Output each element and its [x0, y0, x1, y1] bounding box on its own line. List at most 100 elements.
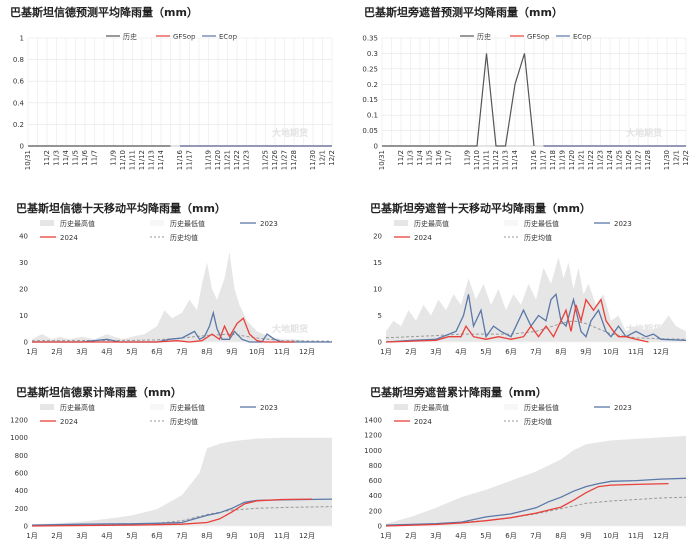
legend-swatch-hist-max: [40, 220, 54, 226]
legend-label-y2023: 2023: [614, 220, 632, 228]
x-tick-label: 11/12: [492, 150, 500, 170]
legend-label-hist: 历史: [123, 32, 137, 41]
x-tick-label: 10月: [249, 348, 265, 356]
x-tick-label: 11/14: [157, 149, 165, 170]
y-tick-label: 0: [378, 339, 382, 347]
legend-swatch-hist-min: [504, 220, 518, 226]
legend-swatch-hist-max: [40, 404, 54, 410]
legend-label-hist: 历史: [477, 32, 491, 41]
x-tick-label: 11/21: [224, 150, 232, 170]
y-tick-label: 1200: [364, 432, 382, 440]
x-tick-label: 9月: [580, 348, 591, 356]
x-tick-label: 1月: [380, 348, 391, 356]
x-tick-label: 5月: [480, 348, 491, 356]
legend-label-ecop: ECop: [219, 33, 238, 41]
x-tick-label: 12/2: [328, 150, 336, 166]
x-tick-label: 4月: [101, 532, 112, 540]
x-tick-label: 11/10: [119, 150, 127, 170]
x-tick-label: 6月: [151, 532, 162, 540]
y-tick-label: 0: [374, 143, 378, 151]
x-tick-label: 10月: [603, 532, 619, 540]
x-tick-label: 11/30: [663, 150, 671, 170]
x-tick-label: 7月: [176, 348, 187, 356]
y-tick-label: 0.15: [362, 96, 378, 104]
series-line-y2024: [385, 298, 649, 343]
legend-swatch-hist-max: [394, 220, 408, 226]
y-tick-label: 0: [20, 143, 24, 151]
x-tick-label: 9月: [580, 532, 591, 540]
x-tick-label: 11/13: [148, 150, 156, 170]
x-tick-label: 11月: [628, 532, 644, 540]
y-tick-label: 1: [20, 35, 24, 43]
y-tick-label: 10: [19, 312, 28, 320]
x-tick-label: 11月: [274, 348, 290, 356]
y-tick-label: 400: [15, 487, 28, 495]
x-tick-label: 3月: [76, 348, 87, 356]
legend-label-y2023: 2023: [260, 220, 278, 228]
x-tick-label: 11/6: [435, 149, 443, 165]
x-tick-label: 11/9: [110, 150, 118, 166]
x-tick-label: 11/5: [426, 150, 434, 166]
y-tick-label: 0.1: [367, 112, 378, 120]
x-tick-label: 8月: [201, 532, 212, 540]
chart-panel-sindh-cumulative: 巴基斯坦信德累计降雨量（mm）大地期货历史最高值历史最低值20232024历史均…: [0, 380, 346, 560]
y-tick-label: 5: [378, 312, 382, 320]
x-tick-label: 11/11: [129, 150, 137, 170]
x-tick-label: 5月: [480, 532, 491, 540]
series-area-hist-max: [386, 257, 686, 342]
x-tick-label: 10月: [249, 532, 265, 540]
series-area-hist-max: [32, 437, 332, 526]
y-tick-label: 1000: [364, 447, 382, 455]
punjab-moving-average-chart: 巴基斯坦旁遮普十天移动平均降雨量（mm）大地期货历史最高值历史最低值202320…: [370, 201, 687, 356]
x-tick-label: 11/26: [625, 149, 633, 170]
legend-swatch-hist-max: [394, 404, 408, 410]
y-tick-label: 1200: [10, 417, 28, 425]
legend-swatch-hist-min: [150, 220, 164, 226]
y-tick-label: 400: [369, 492, 382, 500]
x-tick-label: 11/27: [281, 150, 289, 170]
x-tick-label: 7月: [530, 348, 541, 356]
legend-label-hist-min: 历史最低值: [170, 219, 205, 228]
x-tick-label: 1月: [380, 532, 391, 540]
legend-label-y2024: 2024: [414, 234, 432, 242]
x-tick-label: 12/1: [673, 150, 681, 166]
x-tick-label: 5月: [126, 532, 137, 540]
y-tick-label: 15: [373, 259, 382, 267]
x-tick-label: 5月: [126, 348, 137, 356]
x-tick-label: 7月: [176, 532, 187, 540]
x-tick-label: 3月: [76, 532, 87, 540]
x-tick-label: 10/31: [378, 150, 386, 170]
x-tick-label: 10/31: [24, 150, 32, 170]
x-tick-label: 11月: [274, 532, 290, 540]
x-tick-label: 11/17: [186, 150, 194, 170]
sindh-cumulative-chart: 巴基斯坦信德累计降雨量（mm）大地期货历史最高值历史最低值20232024历史均…: [10, 385, 333, 540]
x-tick-label: 2月: [51, 348, 62, 356]
series-line-hist-avg: [385, 320, 687, 340]
x-tick-label: 12/1: [319, 150, 327, 166]
series-area-hist-max: [32, 251, 332, 342]
punjab-cumulative-chart: 巴基斯坦旁遮普累计降雨量（mm）大地期货历史最高值历史最低值20232024历史…: [364, 385, 687, 540]
x-tick-label: 11/2: [397, 150, 405, 166]
x-tick-label: 11/25: [262, 150, 270, 170]
y-tick-label: 800: [15, 452, 28, 460]
x-tick-label: 11/16: [530, 149, 538, 170]
x-tick-label: 3月: [430, 532, 441, 540]
series-area-hist-max: [386, 435, 686, 526]
chart-panel-sindh-forecast: 巴基斯坦信德预测平均降雨量（mm） 大地期货 历史 GFSop ECop 0 0.2 0.4 0…: [0, 0, 346, 180]
legend-label-gfsop: GFSop: [527, 33, 550, 41]
y-tick-label: 30: [19, 259, 28, 267]
y-tick-label: 20: [373, 233, 382, 241]
x-tick-label: 2月: [51, 532, 62, 540]
y-tick-label: 0.3: [367, 50, 378, 58]
legend-label-gfsop: GFSop: [173, 33, 196, 41]
x-tick-label: 11/5: [72, 150, 80, 166]
legend-label-y2024: 2024: [60, 418, 78, 426]
y-tick-label: 0.4: [13, 99, 25, 107]
y-tick-label: 0.8: [13, 56, 24, 64]
x-tick-label: 8月: [201, 348, 212, 356]
punjab-forecast-chart: 巴基斯坦旁遮普预测平均降雨量（mm） 大地期货 历史 GFSop ECop 0 0.05 0.…: [362, 5, 690, 170]
legend-swatch-hist-min: [504, 404, 518, 410]
y-tick-label: 0: [24, 523, 28, 531]
legend-label-hist-avg: 历史均值: [170, 233, 198, 242]
series-line-y2024: [385, 482, 669, 527]
